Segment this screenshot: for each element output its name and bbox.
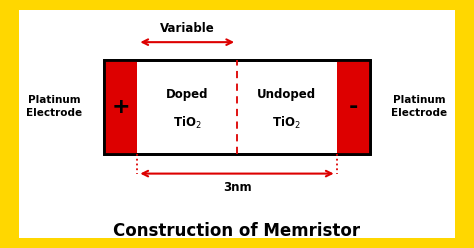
Text: +: + [111,97,130,117]
Text: Construction of Memristor: Construction of Memristor [113,222,361,240]
Text: Undoped: Undoped [257,88,316,101]
Text: TiO$_2$: TiO$_2$ [173,115,201,131]
Text: Platinum
Electrode: Platinum Electrode [392,95,447,118]
Text: TiO$_2$: TiO$_2$ [273,115,301,131]
Bar [104,60,137,154]
Text: -: - [348,97,358,117]
Text: Variable: Variable [160,22,215,35]
Text: 3nm: 3nm [223,181,251,194]
Text: Platinum
Electrode: Platinum Electrode [27,95,82,118]
Bar [104,60,370,154]
Bar [104,60,370,154]
Bar [337,60,370,154]
Text: Doped: Doped [166,88,209,101]
